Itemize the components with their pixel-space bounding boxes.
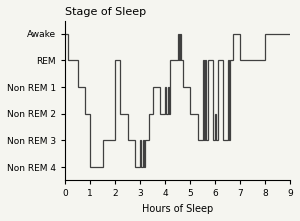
X-axis label: Hours of Sleep: Hours of Sleep: [142, 204, 213, 214]
Text: Stage of Sleep: Stage of Sleep: [65, 7, 146, 17]
